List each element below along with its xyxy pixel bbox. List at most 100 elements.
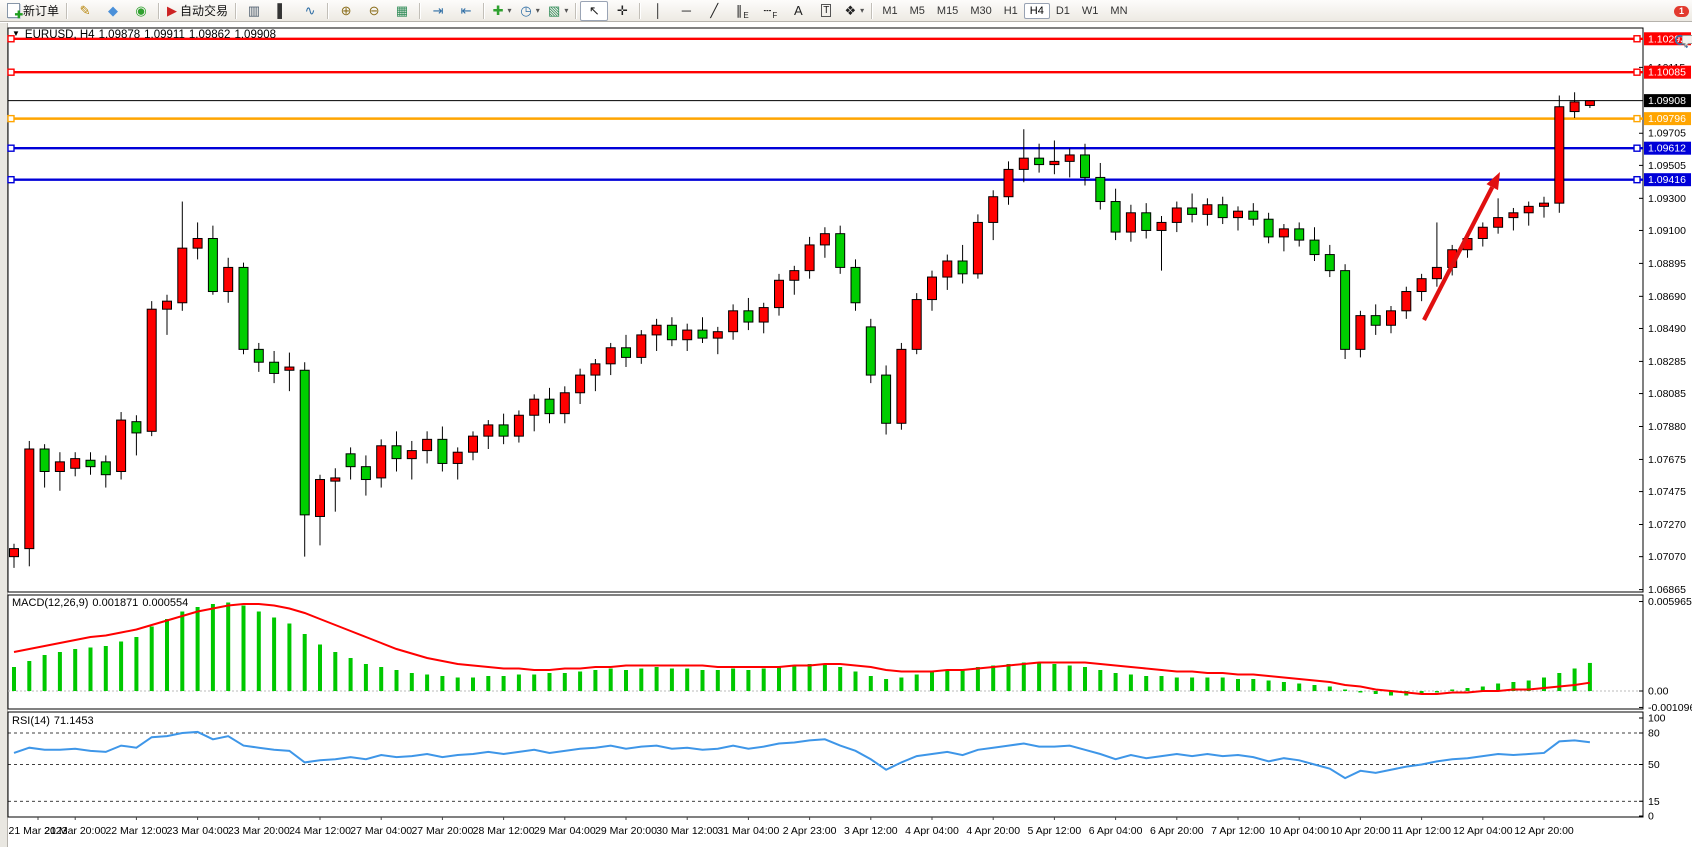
autotrading-button[interactable]: ▶ 自动交易 — [163, 1, 232, 21]
metaeditor-button[interactable]: ✎ — [71, 1, 99, 21]
timeframe-m5-button[interactable]: M5 — [909, 4, 925, 17]
community-button[interactable]: ◆ — [99, 1, 127, 21]
cursor-button[interactable]: ↖ — [580, 0, 609, 21]
macd-bar — [1113, 673, 1118, 691]
chart-title[interactable]: ▼ EURUSD, H4 1.09878 1.09911 1.09862 1.09908 — [12, 29, 280, 41]
equidistant-channel-button[interactable]: ∥ E — [728, 1, 756, 21]
timeframe-m30-button[interactable]: M30 — [970, 4, 992, 17]
crosshair-button[interactable]: ✛ — [608, 1, 636, 21]
timeframe-h1-button[interactable]: H1 — [1003, 4, 1018, 17]
vertical-line-button[interactable]: │ — [644, 1, 672, 21]
tile-windows-button[interactable]: ▦ — [388, 1, 416, 21]
main-pane[interactable] — [7, 27, 1644, 593]
rsi-name: RSI(14) — [12, 715, 50, 727]
chart-shift-button[interactable]: ⇤ — [452, 1, 480, 21]
new-order-button[interactable]: ✚ 新订单 — [3, 1, 63, 21]
zoom-in-button[interactable]: ⊕ — [332, 1, 360, 21]
price-tick-label: 1.06865 — [1648, 584, 1686, 596]
bar-chart-button[interactable]: ▥ — [240, 1, 268, 21]
time-tick-label: 21 Mar 20:00 — [44, 825, 106, 837]
candle-body — [299, 369, 310, 516]
signals-button[interactable]: ◉ — [127, 1, 155, 21]
hline-anchor[interactable] — [7, 35, 15, 43]
hline-anchor[interactable] — [7, 114, 15, 123]
indicators-button[interactable]: ✚ ▾ — [488, 1, 516, 21]
hline-anchor[interactable] — [1633, 175, 1641, 184]
candle-body — [544, 398, 555, 415]
chart-menu-icon[interactable]: ▼ — [12, 29, 20, 38]
auto-scroll-button[interactable]: ⇥ — [424, 1, 452, 21]
chart-canvas[interactable]: 1.101151.097051.095051.093001.091001.088… — [0, 23, 1692, 847]
candle-body — [192, 237, 203, 249]
candle-body — [559, 392, 570, 415]
macd-bar — [853, 671, 858, 691]
macd-bar — [639, 668, 644, 691]
horizontal-line-objects — [7, 35, 1643, 184]
periods-button[interactable]: ◷ ▾ — [516, 1, 544, 21]
hline-anchor[interactable] — [1633, 68, 1641, 76]
timeframe-m1-button[interactable]: M1 — [882, 4, 898, 17]
macd-bar — [88, 647, 93, 691]
macd-name: MACD(12,26,9) — [12, 597, 89, 609]
macd-axis[interactable]: 0.005965 0.00 -0.001096 — [1639, 596, 1692, 714]
templates-caret-icon[interactable]: ▾ — [564, 6, 569, 15]
timeframe-d1-button[interactable]: D1 — [1055, 4, 1070, 17]
zoom-out-button[interactable]: ⊖ — [360, 1, 388, 21]
macd-bar — [241, 605, 246, 691]
timeframe-w1-button[interactable]: W1 — [1081, 4, 1099, 17]
candle-body — [1110, 201, 1121, 233]
hline-anchor[interactable] — [1633, 114, 1641, 123]
timeframe-mn-button[interactable]: MN — [1110, 4, 1128, 17]
price-axis[interactable]: 1.101151.097051.095051.093001.091001.088… — [1639, 32, 1691, 596]
price-tick-label: 1.07070 — [1648, 551, 1686, 563]
text-label-button[interactable]: T — [812, 1, 840, 21]
horizontal-line-icon: ─ — [681, 3, 691, 18]
timeframe-m15-button[interactable]: M15 — [936, 4, 959, 17]
candle-body — [697, 329, 708, 339]
line-chart-button[interactable]: ∿ — [296, 1, 324, 21]
rsi-axis[interactable]: 100 80 50 15 0 — [1639, 713, 1666, 823]
macd-bar — [1205, 677, 1210, 691]
toolbar-group: ⇥ ⇤ — [424, 0, 480, 22]
templates-button[interactable]: ▧ ▾ — [544, 1, 572, 21]
candle-body — [376, 445, 387, 479]
hline-anchor[interactable] — [1633, 144, 1641, 152]
annotation-arrow[interactable] — [1422, 172, 1500, 321]
macd-bar — [165, 619, 169, 691]
candle-body — [1156, 221, 1167, 231]
trendline-button[interactable]: ╱ — [700, 1, 728, 21]
price-label-red: 1.10085 — [1648, 67, 1686, 79]
periods-caret-icon[interactable]: ▾ — [535, 6, 540, 15]
macd-bar — [899, 677, 904, 691]
macd-bar — [1067, 665, 1072, 691]
indicators-caret-icon[interactable]: ▾ — [507, 6, 512, 15]
hline-anchor[interactable] — [7, 68, 15, 76]
macd-signal-line — [13, 603, 1591, 695]
candle-body — [223, 266, 234, 293]
hline-anchor[interactable] — [1633, 35, 1641, 43]
horizontal-line-button[interactable]: ─ — [672, 1, 700, 21]
candle-body — [942, 260, 953, 278]
hline-anchor[interactable] — [7, 175, 15, 184]
fibonacci-button[interactable]: ┄ F — [756, 1, 784, 21]
macd-bar — [715, 670, 720, 691]
candle-body — [1340, 270, 1351, 350]
timeframe-h4-button[interactable]: H4 — [1023, 2, 1050, 19]
time-tick-label: 4 Apr 20:00 — [966, 825, 1020, 837]
text-button[interactable]: A — [784, 1, 812, 21]
cursor-icon: ↖ — [588, 3, 600, 18]
rsi-label: RSI(14) 71.1453 — [12, 715, 98, 727]
time-tick-label: 24 Mar 12:00 — [289, 825, 351, 837]
macd-bar — [1144, 676, 1149, 691]
candle-body — [758, 307, 769, 323]
candle-body — [345, 453, 356, 468]
macd-bar — [562, 673, 567, 691]
candle-chart-button[interactable]: ▌ — [268, 1, 296, 21]
tile-windows-icon: ▦ — [395, 3, 409, 18]
hline-anchor[interactable] — [7, 144, 15, 152]
arrows-caret-icon[interactable]: ▾ — [860, 6, 865, 15]
macd-bar — [486, 676, 491, 691]
macd-bar — [868, 676, 873, 691]
arrows-button[interactable]: ❖ ▾ — [840, 1, 868, 21]
